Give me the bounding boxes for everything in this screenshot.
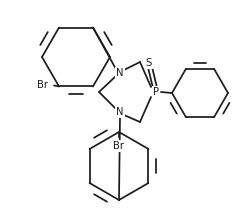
Text: S: S (146, 58, 152, 68)
Text: N: N (116, 68, 124, 78)
Text: Br: Br (38, 81, 49, 91)
Text: N: N (116, 107, 124, 117)
Text: Br: Br (114, 141, 125, 151)
Text: P: P (153, 87, 159, 97)
